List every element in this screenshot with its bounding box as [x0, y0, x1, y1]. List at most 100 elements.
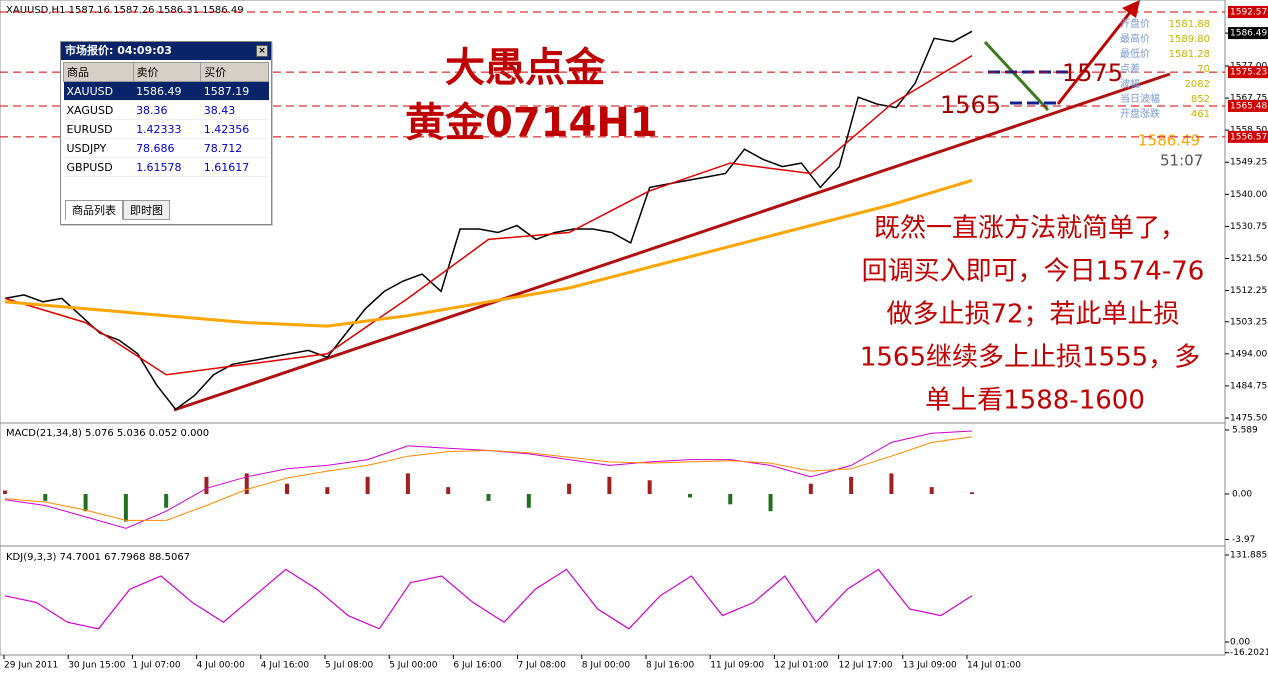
- column-header: 卖价: [132, 62, 202, 82]
- title-text: 大愚点金: [445, 45, 606, 91]
- pullback-arrow: [983, 40, 1050, 112]
- info-label: 当日波幅: [1120, 92, 1160, 105]
- histogram-bar: [728, 494, 733, 505]
- analysis-text: 1565继续多上止损1555，多: [860, 343, 1200, 373]
- tab[interactable]: 商品列表: [65, 200, 123, 220]
- quote-row[interactable]: XAUUSD 1586.49 1587.19: [63, 81, 269, 101]
- info-value: 70: [1197, 64, 1210, 75]
- title-text: 黄金0714H1: [405, 100, 658, 146]
- symbol: GBPUSD: [63, 157, 134, 177]
- info-label: 开盘涨跌: [1120, 107, 1160, 120]
- info-label: 最高价: [1120, 32, 1150, 45]
- close-button[interactable]: ×: [256, 45, 268, 57]
- y-tick-label: 1512.25: [1230, 286, 1267, 296]
- histogram-bar: [405, 473, 410, 495]
- x-tick-label: 4 Jul 00:00: [197, 661, 246, 671]
- level-label: 1575: [1062, 59, 1123, 87]
- histogram-bar: [970, 492, 974, 495]
- info-label: 开盘价: [1120, 17, 1150, 30]
- price-label-bg: [1228, 130, 1268, 143]
- tab-bar: 商品列表 即时图: [65, 200, 170, 220]
- x-tick-label: 30 Jun 15:00: [68, 661, 125, 671]
- title-text: 市场报价: 04:09:03: [65, 44, 172, 57]
- x-tick-label: 8 Jul 16:00: [646, 661, 695, 671]
- x-tick-label: 5 Jul 00:00: [389, 661, 438, 671]
- info-value: 1581.88: [1169, 19, 1210, 30]
- histogram-bar: [3, 490, 7, 495]
- y-tick-label: 1592.57: [1230, 7, 1267, 17]
- y-tick-label: 131.8859: [1230, 551, 1268, 561]
- series-line: [4, 436, 973, 521]
- histogram-bar: [123, 494, 128, 522]
- price: 1.42356: [200, 119, 269, 139]
- column-header: 买价: [200, 62, 269, 82]
- quote-row[interactable]: GBPUSD 1.61578 1.61617: [63, 157, 269, 177]
- histogram-bar: [889, 473, 894, 495]
- histogram-bar: [83, 494, 88, 512]
- quote-row[interactable]: EURUSD 1.42333 1.42356: [63, 119, 269, 139]
- x-tick-label: 11 Jul 09:00: [710, 661, 764, 671]
- histogram-bar: [647, 480, 652, 495]
- trend-line: [173, 72, 1171, 412]
- y-tick-label: 1484.75: [1230, 381, 1267, 391]
- x-tick-label: 6 Jul 16:00: [453, 661, 502, 671]
- price: 1586.49: [133, 81, 201, 101]
- y-tick-label: 1475.50: [1230, 414, 1267, 424]
- price: 78.712: [200, 138, 269, 158]
- y-tick-label: 5.589: [1232, 425, 1258, 435]
- market-watch[interactable]: 市场报价: 04:09:03 × 商品 卖价 买价 XAUUSD 1586.49 1587.…: [60, 41, 272, 225]
- price: 1.61617: [200, 157, 269, 177]
- histogram-bar: [849, 476, 854, 495]
- kdj-label: KDJ(9,3,3) 74.7001 67.7968 88.5067: [6, 552, 190, 563]
- x-tick-label: 5 Jul 08:00: [325, 661, 374, 671]
- symbol: EURUSD: [63, 119, 134, 139]
- info-label: 最低价: [1120, 47, 1150, 60]
- histogram-bar: [486, 494, 491, 501]
- info-value: 2082: [1185, 79, 1210, 90]
- histogram-bar: [43, 494, 48, 501]
- analysis-text: 单上看1588-1600: [925, 386, 1145, 416]
- column-header: 商品: [63, 62, 134, 82]
- series-line: [4, 54, 973, 376]
- series-line: [4, 568, 973, 630]
- info-value: 1589.80: [1169, 34, 1210, 45]
- quote-row[interactable]: USDJPY 78.686 78.712: [63, 138, 269, 158]
- series-line: [4, 178, 973, 328]
- y-tick-label: 1586.49: [1230, 29, 1267, 39]
- info-value: 1581.28: [1169, 49, 1210, 60]
- histogram-bar: [929, 487, 934, 495]
- bar-timer: 51:07: [1160, 152, 1203, 170]
- tab[interactable]: 即时图: [123, 200, 170, 220]
- quotes-table: 商品 卖价 买价 XAUUSD 1586.49 1587.19 XAGUSD 38.36 38.…: [63, 62, 269, 177]
- x-tick-label: 12 Jul 17:00: [839, 661, 893, 671]
- y-tick-label: 1530.75: [1230, 222, 1267, 232]
- x-tick-label: 4 Jul 16:00: [261, 661, 310, 671]
- x-tick-label: 29 Jun 2011: [4, 661, 58, 671]
- price: 38.43: [200, 100, 269, 120]
- histogram-bar: [164, 494, 169, 508]
- x-tick-label: 1 Jul 07:00: [132, 661, 181, 671]
- quote-row[interactable]: XAGUSD 38.36 38.43: [63, 100, 269, 120]
- info-label: 点差: [1120, 62, 1140, 75]
- arrow-head: [1122, 0, 1140, 18]
- y-tick-label: -3.97: [1232, 535, 1255, 545]
- info-value: 852: [1191, 94, 1210, 105]
- histogram-bar: [567, 483, 572, 495]
- histogram-bar: [446, 487, 451, 495]
- histogram-bar: [607, 476, 612, 495]
- info-value: 461: [1191, 109, 1210, 120]
- x-tick-label: 7 Jul 08:00: [518, 661, 567, 671]
- x-tick-label: 14 Jul 01:00: [967, 661, 1021, 671]
- price: 1.61578: [133, 157, 201, 177]
- histogram-bar: [687, 494, 692, 498]
- y-tick-label: 1549.25: [1230, 158, 1267, 168]
- analysis-text: 既然一直涨方法就简单了，: [874, 214, 1186, 244]
- level-label: 1565: [940, 91, 1001, 119]
- y-tick-label: 1567.75: [1230, 94, 1267, 104]
- histogram-bar: [768, 494, 773, 512]
- histogram-bar: [365, 476, 370, 495]
- histogram-bar: [285, 483, 290, 495]
- y-tick-label: 1565.48: [1230, 101, 1267, 111]
- info-label: 波幅: [1120, 77, 1140, 90]
